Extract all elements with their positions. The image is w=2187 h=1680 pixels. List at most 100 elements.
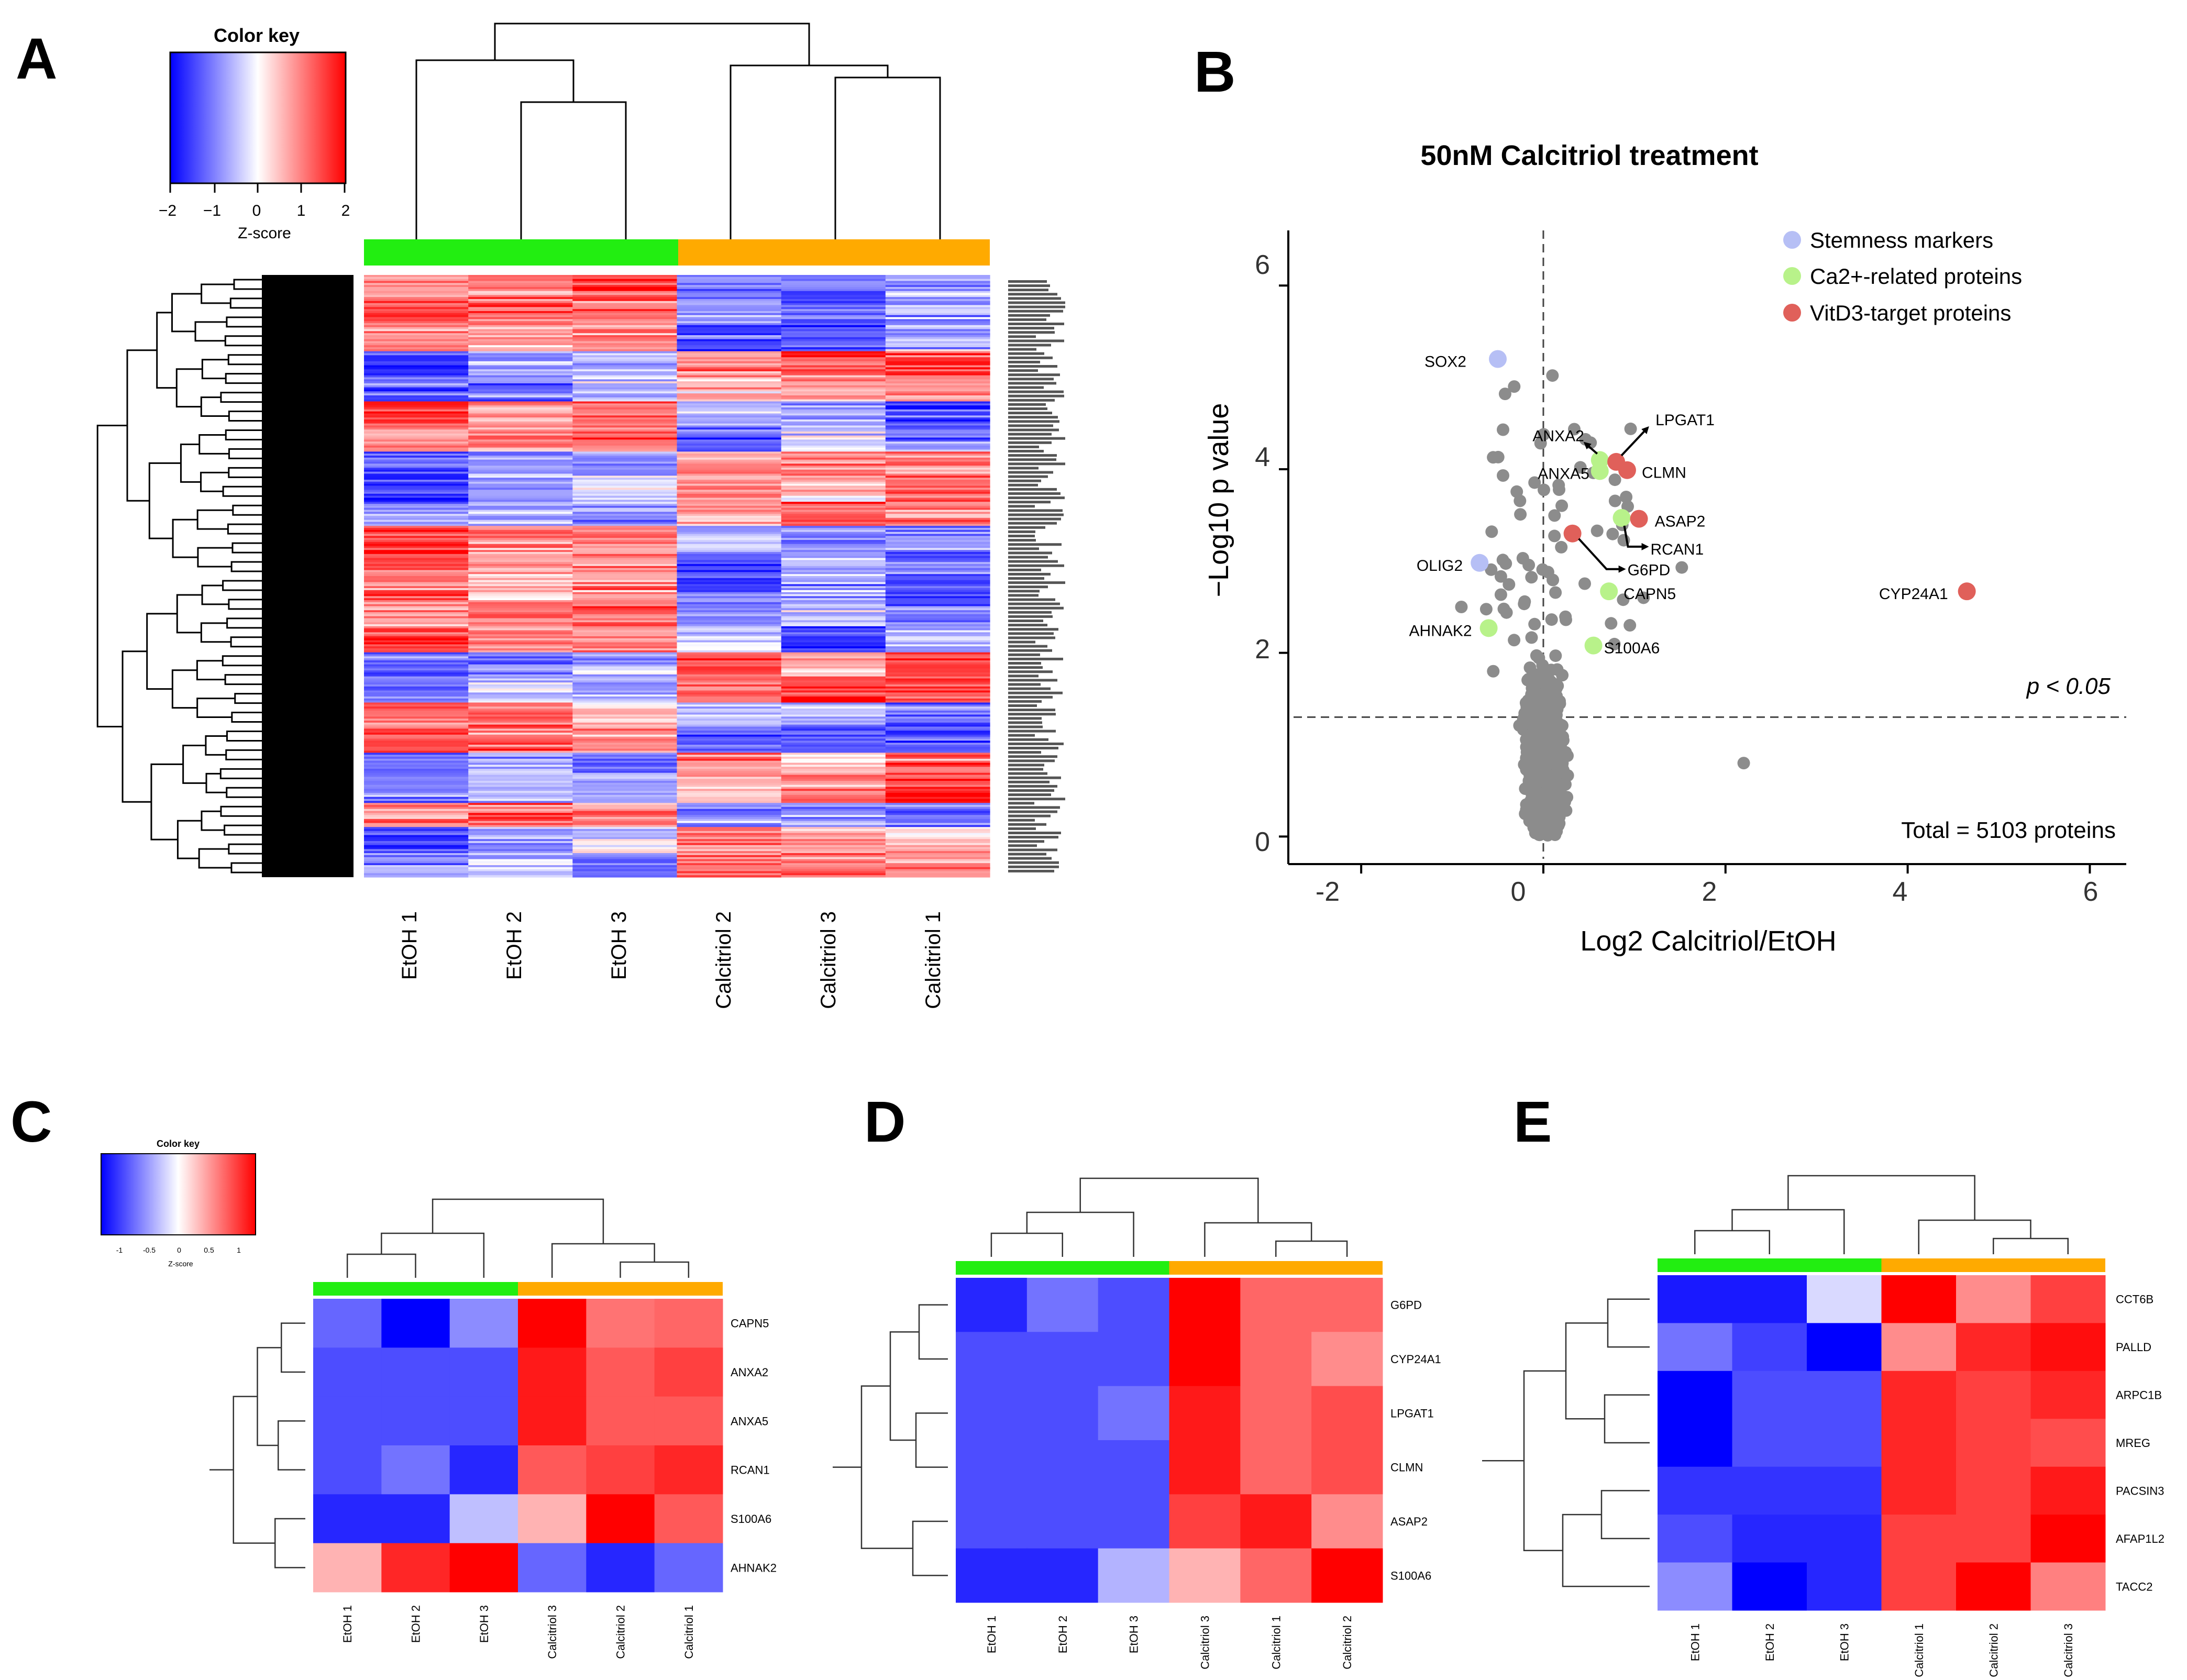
heatmap-cell xyxy=(572,791,678,793)
heatmap-cell xyxy=(677,736,782,739)
heatmap-cell xyxy=(572,586,678,589)
scatter-point xyxy=(1544,826,1557,839)
dendrogram-branch xyxy=(200,396,229,417)
heatmap-cell xyxy=(885,642,990,645)
heatmap-cell xyxy=(677,520,782,523)
heatmap-cell xyxy=(572,454,678,456)
heatmap-cell xyxy=(677,485,782,488)
heatmap-cell xyxy=(1881,1275,1957,1323)
heatmap-cell xyxy=(572,767,678,769)
heatmap-cell xyxy=(364,327,469,330)
heatmap-cell xyxy=(781,610,886,613)
heatmap-cell xyxy=(364,291,469,294)
heatmap-cell xyxy=(781,534,886,536)
dendrogram-branch xyxy=(228,467,262,478)
heatmap-cell xyxy=(781,303,886,306)
heatmap-cell xyxy=(885,415,990,418)
gene-label-line xyxy=(1008,416,1058,419)
label-arrows xyxy=(1578,426,1649,573)
scatter-point xyxy=(1568,423,1581,436)
heatmap-cell xyxy=(572,596,678,599)
heatmap-cell xyxy=(677,327,782,330)
row-label: CAPN5 xyxy=(731,1317,769,1330)
heatmap-cell xyxy=(885,775,990,777)
heatmap-cell xyxy=(885,321,990,324)
heatmap-cell xyxy=(781,437,886,440)
heatmap-cell xyxy=(468,680,573,683)
heatmap-cell xyxy=(1240,1386,1312,1441)
dendrogram-branch xyxy=(228,599,262,610)
heatmap-cell xyxy=(781,444,886,446)
heatmap-cell xyxy=(572,869,678,872)
heatmap-cell xyxy=(1956,1515,2031,1563)
heatmap-cell xyxy=(885,709,990,711)
heatmap-cell xyxy=(1732,1515,1807,1563)
heatmap-cell xyxy=(468,586,573,589)
heatmap-cell xyxy=(885,706,990,709)
gene-label-line xyxy=(1008,704,1037,707)
heatmap-cell xyxy=(468,626,573,629)
heatmap-cell xyxy=(781,473,886,476)
heatmap-cell xyxy=(781,369,886,372)
heatmap-cell xyxy=(572,865,678,868)
heatmap-cell xyxy=(781,329,886,331)
heatmap-cell xyxy=(572,546,678,548)
heatmap-cell xyxy=(468,596,573,599)
heatmap-cell xyxy=(468,423,573,426)
heatmap-cell xyxy=(677,566,782,569)
heatmap-cell xyxy=(381,1299,450,1348)
heatmap-cell xyxy=(468,564,573,567)
dendrogram-branch xyxy=(201,584,229,605)
heatmap-cell xyxy=(781,471,886,474)
heatmap-cell xyxy=(677,435,782,438)
heatmap-cell xyxy=(885,594,990,596)
heatmap-cell xyxy=(364,640,469,643)
heatmap-cell xyxy=(468,480,573,482)
heatmap-cell xyxy=(885,401,990,404)
heatmap-cell xyxy=(781,343,886,346)
scatter-point xyxy=(1522,559,1536,571)
heatmap-cell xyxy=(781,692,886,695)
gene-label-line xyxy=(1008,526,1045,529)
heatmap-cell xyxy=(1881,1419,1957,1467)
heatmap-cell xyxy=(364,578,469,581)
heatmap-cell xyxy=(364,323,469,326)
heatmap-cell xyxy=(677,397,782,400)
heatmap-cell xyxy=(677,389,782,392)
color-key-tick: 1 xyxy=(297,202,306,219)
dendrogram-branch xyxy=(172,518,198,558)
heatmap-cell xyxy=(468,777,573,779)
gene-label-line xyxy=(1008,467,1039,470)
heatmap-cell xyxy=(468,369,573,372)
dendrogram-branch xyxy=(1079,1177,1259,1223)
heatmap-cell xyxy=(885,803,990,805)
heatmap-cell xyxy=(364,550,469,552)
heatmap-cell xyxy=(1311,1332,1383,1387)
heatmap-cell xyxy=(364,321,469,324)
heatmap-cell xyxy=(572,698,678,701)
dendrogram-branch xyxy=(222,485,262,497)
gene-label-line xyxy=(1008,360,1040,363)
gene-label-line xyxy=(1008,717,1042,720)
point-label-ahnak2: AHNAK2 xyxy=(1409,622,1472,639)
heatmap-cell xyxy=(677,616,782,619)
heatmap-cell xyxy=(885,793,990,795)
heatmap-cell xyxy=(468,806,573,810)
heatmap-cell xyxy=(468,662,573,665)
heatmap-cell xyxy=(781,811,886,813)
heatmap-cell xyxy=(586,1299,655,1348)
heatmap-cell xyxy=(572,389,678,392)
x-tick-label: 0 xyxy=(1511,877,1526,907)
heatmap-cell xyxy=(572,873,678,876)
heatmap-cell xyxy=(885,670,990,673)
heatmap-cell xyxy=(781,385,886,388)
heatmap-cell xyxy=(677,770,782,773)
heatmap-cell xyxy=(885,726,990,729)
row-label: LPGAT1 xyxy=(1390,1407,1434,1420)
heatmap-cell xyxy=(677,546,782,548)
heatmap-cell xyxy=(677,303,782,306)
dendrogram-branch xyxy=(225,749,262,760)
heatmap-cell xyxy=(572,831,678,834)
heatmap-cell xyxy=(781,636,886,639)
heatmap-cell xyxy=(885,817,990,820)
